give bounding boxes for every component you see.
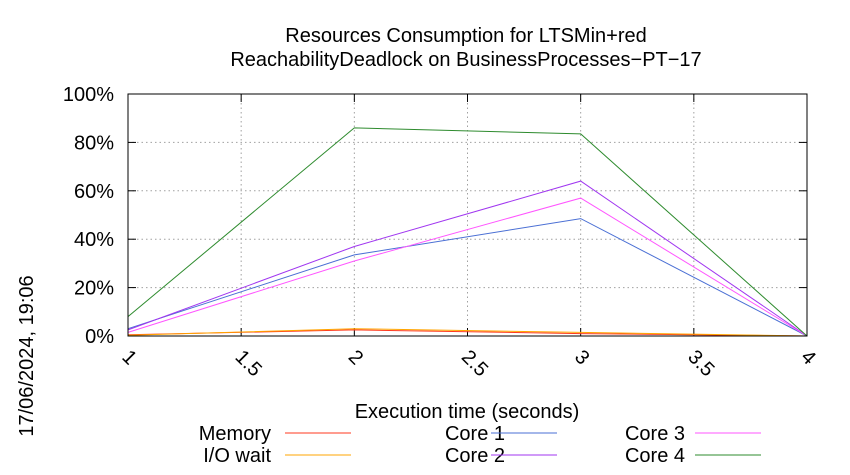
timestamp-label: 17/06/2024, 19:06 bbox=[16, 275, 38, 436]
grid-layer bbox=[128, 94, 807, 336]
legend-label-core-1: Core 1 bbox=[445, 423, 505, 445]
legend-label-memory: Memory bbox=[199, 423, 271, 445]
y-tick-label: 100% bbox=[63, 84, 114, 106]
y-tick-label: 0% bbox=[85, 326, 114, 348]
y-tick-label: 40% bbox=[74, 229, 114, 251]
y-tick-label: 80% bbox=[74, 132, 114, 154]
x-tick-label: 3.5 bbox=[683, 346, 718, 381]
x-tick-label: 1.5 bbox=[231, 346, 266, 381]
legend-label-core-3: Core 3 bbox=[625, 423, 685, 445]
x-tick-label: 3 bbox=[570, 346, 593, 369]
x-axis-label: Execution time (seconds) bbox=[355, 401, 580, 423]
series-line-core-3 bbox=[127, 197, 808, 337]
series-line-i-o-wait bbox=[127, 328, 808, 337]
legend-label-i-o-wait: I/O wait bbox=[203, 445, 271, 467]
chart-title: Resources Consumption for LTSMin+red bbox=[285, 25, 646, 47]
chart-subtitle: ReachabilityDeadlock on BusinessProcesse… bbox=[230, 49, 701, 71]
y-tick-label: 60% bbox=[74, 181, 114, 203]
x-tick-label: 1 bbox=[117, 346, 140, 369]
series-layer bbox=[127, 127, 808, 337]
series-line-core-1 bbox=[127, 218, 808, 337]
plot-border bbox=[127, 93, 808, 337]
series-line-core-2 bbox=[127, 180, 808, 337]
series-line-core-4 bbox=[127, 127, 808, 337]
y-tick-label: 20% bbox=[74, 278, 114, 300]
x-tick-label: 2.5 bbox=[457, 346, 492, 381]
legend-label-core-4: Core 4 bbox=[625, 445, 685, 467]
legend-label-core-2: Core 2 bbox=[445, 445, 505, 467]
axes-layer: 0% 20% 40% 60% 80% 100% 1 1.5 2 2.5 3 3.5 4 bbox=[63, 84, 820, 381]
x-tick-label: 2 bbox=[344, 346, 367, 369]
x-tick-label: 4 bbox=[796, 346, 819, 369]
